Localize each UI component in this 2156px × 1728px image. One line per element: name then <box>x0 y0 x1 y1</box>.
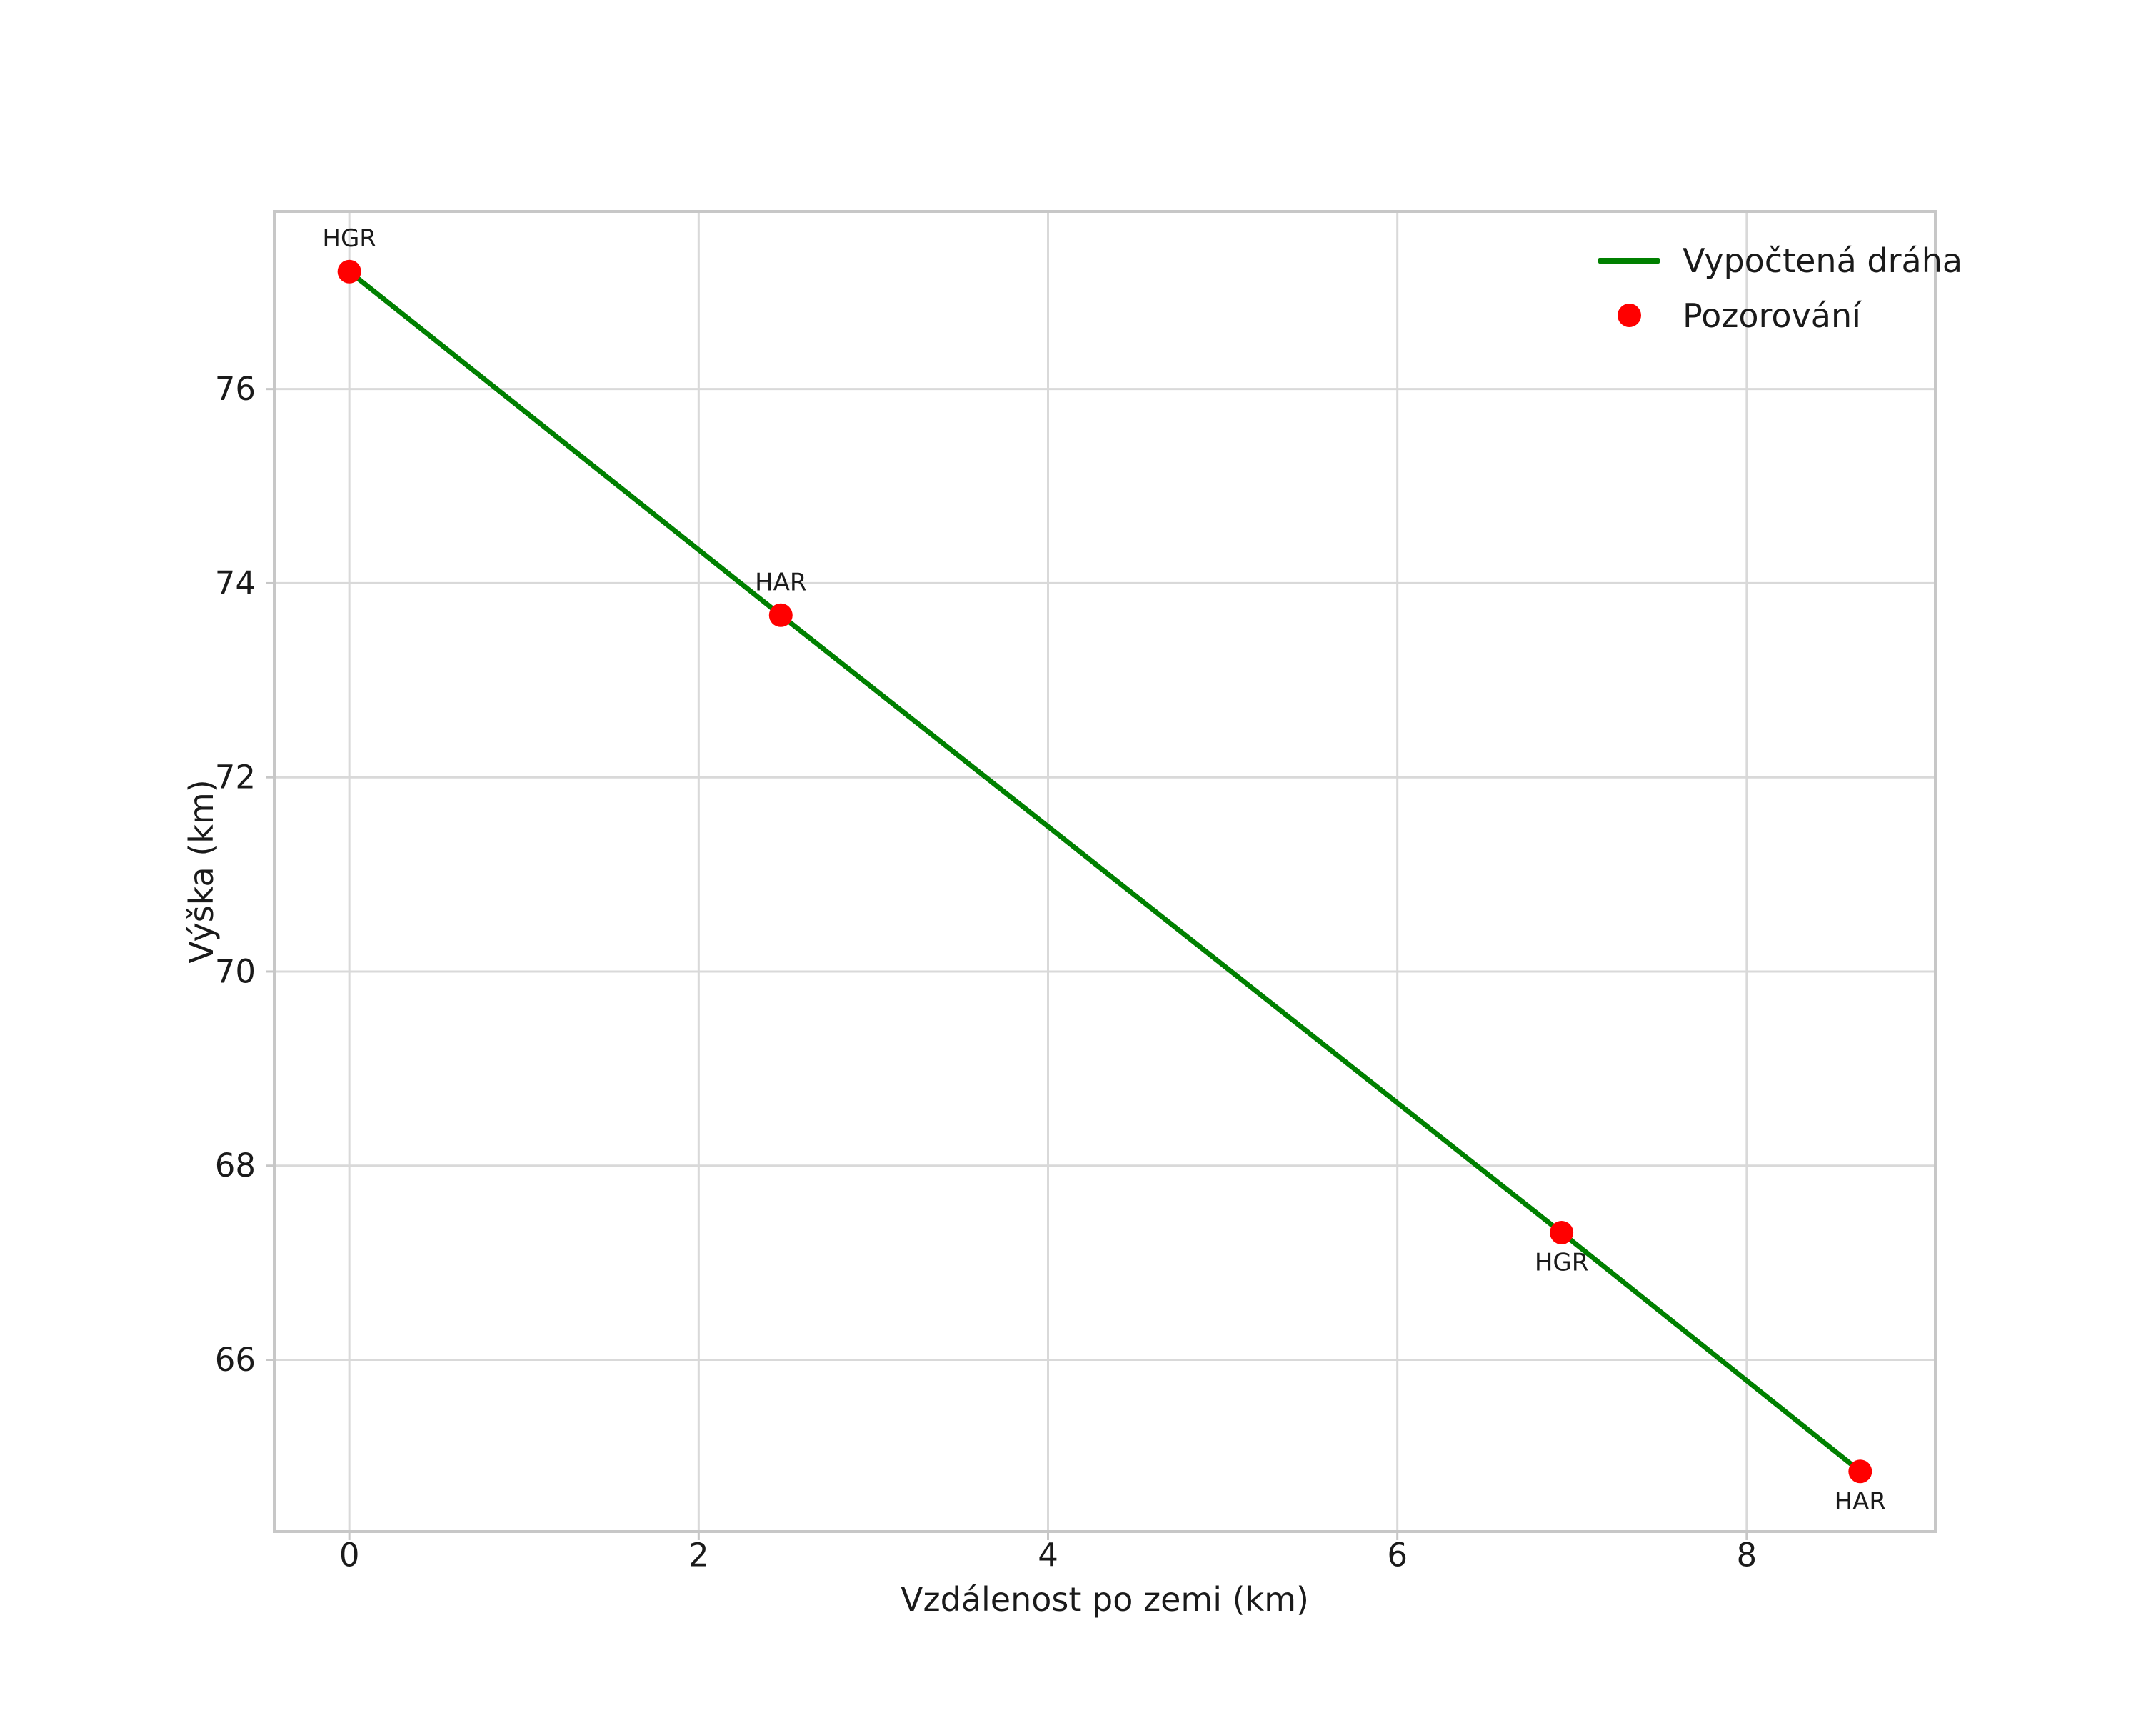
point-label: HAR <box>1835 1487 1886 1516</box>
x-axis-label: Vzdálenost po zemi (km) <box>901 1580 1309 1619</box>
y-tick-label: 70 <box>215 952 256 990</box>
legend-marker-icon <box>1597 304 1661 327</box>
y-tick-label: 76 <box>215 370 256 408</box>
y-tick-label: 68 <box>215 1147 256 1184</box>
plot-border <box>273 210 1937 1533</box>
y-tick-label: 74 <box>215 564 256 602</box>
y-axis-label: Výška (km) <box>182 779 221 964</box>
legend-label-trajectory: Vypočtená dráha <box>1683 241 1963 280</box>
observation-marker-swatch <box>1617 304 1641 327</box>
point-label: HGR <box>322 224 376 253</box>
observation-point <box>1550 1220 1574 1244</box>
legend-entry-observations: Pozorování <box>1597 288 1962 343</box>
legend-line-icon <box>1597 257 1661 264</box>
trajectory-line <box>346 269 1863 1474</box>
trajectory-line-swatch <box>1598 257 1660 264</box>
x-tick-label: 2 <box>688 1537 709 1574</box>
point-label: HGR <box>1535 1248 1589 1277</box>
legend: Vypočtená dráha Pozorování <box>1597 233 1962 343</box>
x-tick-label: 0 <box>339 1537 360 1574</box>
legend-entry-trajectory: Vypočtená dráha <box>1597 233 1962 288</box>
legend-label-observations: Pozorování <box>1683 296 1861 335</box>
y-tick-label: 72 <box>215 759 256 796</box>
x-tick-label: 4 <box>1038 1537 1058 1574</box>
point-label: HAR <box>755 568 806 596</box>
y-tick-label: 66 <box>215 1341 256 1379</box>
observation-point <box>1848 1459 1872 1484</box>
x-tick-label: 8 <box>1737 1537 1758 1574</box>
observation-point <box>337 259 361 284</box>
observation-point <box>768 603 793 627</box>
x-tick-label: 6 <box>1387 1537 1408 1574</box>
